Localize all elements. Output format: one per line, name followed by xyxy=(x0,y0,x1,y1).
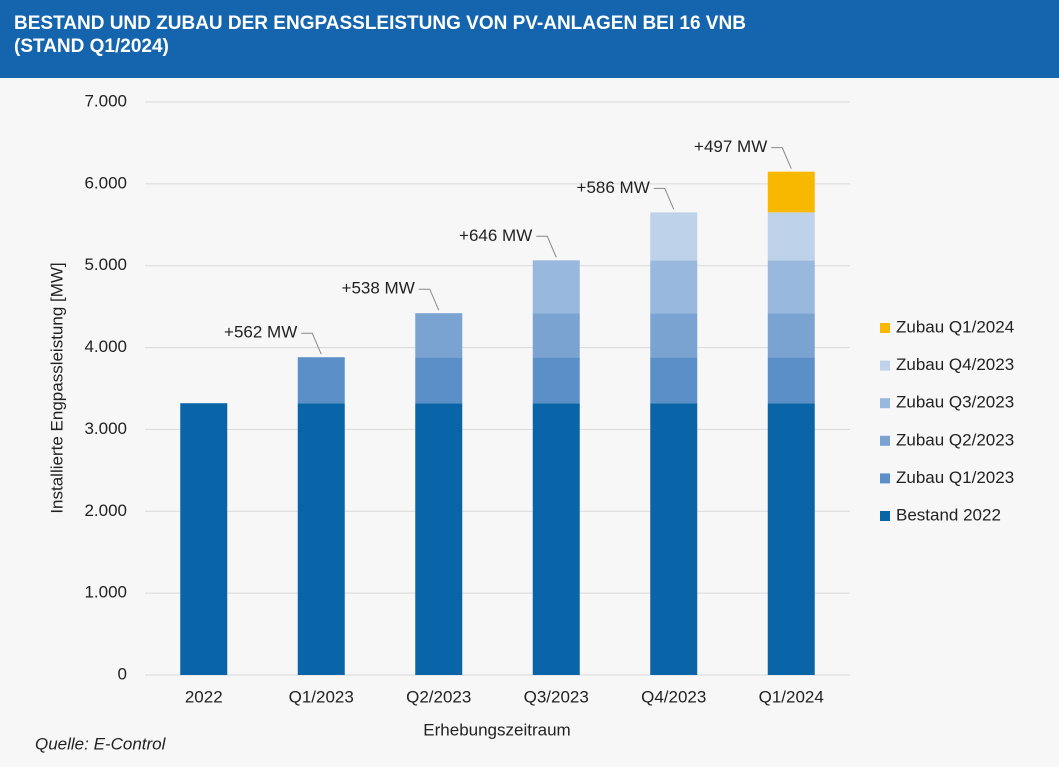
bar-segment xyxy=(767,260,815,314)
y-tick-label: 7.000 xyxy=(84,91,127,110)
y-tick-label: 5.000 xyxy=(84,255,127,274)
y-tick-label: 2.000 xyxy=(84,501,127,520)
data-label: +646 MW xyxy=(459,226,532,245)
y-axis-label: Installierte Engpassleistung [MW] xyxy=(47,262,66,513)
data-label: +586 MW xyxy=(577,178,650,197)
data-label: +562 MW xyxy=(224,323,297,342)
bar-segment xyxy=(650,212,698,261)
x-tick-label: Q4/2023 xyxy=(641,687,706,706)
chart-title: BESTAND UND ZUBAU DER ENGPASSLEISTUNG VO… xyxy=(0,0,1059,78)
label-leader xyxy=(771,147,792,169)
bar-segment xyxy=(180,403,228,675)
bar-segment xyxy=(767,171,815,213)
legend-label: Bestand 2022 xyxy=(896,505,1001,524)
bar-segment xyxy=(650,357,698,404)
data-label: +538 MW xyxy=(342,279,415,298)
bar-segment xyxy=(532,357,580,404)
x-axis-label: Erhebungszeitraum xyxy=(423,720,570,739)
y-tick-label: 1.000 xyxy=(84,583,127,602)
bar-segment xyxy=(767,357,815,404)
label-leader xyxy=(653,187,675,210)
legend-swatch xyxy=(880,323,890,333)
legend-label: Zubau Q2/2023 xyxy=(896,430,1014,449)
y-tick-label: 0 xyxy=(118,664,127,683)
x-tick-label: Q1/2024 xyxy=(759,687,824,706)
legend-swatch xyxy=(880,360,890,371)
bar-segment xyxy=(532,260,580,314)
x-tick-label: Q2/2023 xyxy=(406,687,471,706)
y-tick-label: 4.000 xyxy=(84,337,127,356)
bar-segment xyxy=(650,403,698,675)
label-leader xyxy=(536,235,557,258)
bar-segment xyxy=(297,403,345,675)
bar-segment xyxy=(767,313,815,358)
x-tick-label: Q3/2023 xyxy=(524,687,589,706)
bar-segment xyxy=(415,357,463,404)
label-leader xyxy=(418,288,440,311)
legend-label: Zubau Q1/2023 xyxy=(896,468,1014,487)
bar-segment xyxy=(532,313,580,358)
bar-segment xyxy=(650,313,698,358)
y-tick-label: 6.000 xyxy=(84,173,127,192)
data-label: +497 MW xyxy=(694,137,767,156)
bar-segment xyxy=(415,403,463,675)
bar-segment xyxy=(650,260,698,314)
y-tick-label: 3.000 xyxy=(84,419,127,438)
bar-segment xyxy=(415,313,463,358)
x-tick-label: 2022 xyxy=(185,687,223,706)
bar-segment xyxy=(297,357,345,404)
source: Quelle: E-Control xyxy=(35,734,167,753)
legend-swatch xyxy=(880,473,890,484)
legend-swatch xyxy=(880,398,890,409)
legend-label: Zubau Q4/2023 xyxy=(896,355,1014,374)
bar-segment xyxy=(767,212,815,261)
x-tick-label: Q1/2023 xyxy=(289,687,354,706)
legend-label: Zubau Q1/2024 xyxy=(896,317,1014,336)
legend-swatch xyxy=(880,511,890,521)
bar-segment xyxy=(767,403,815,675)
bar-segment xyxy=(532,403,580,675)
legend-label: Zubau Q3/2023 xyxy=(896,393,1014,412)
label-leader xyxy=(301,332,322,355)
legend-swatch xyxy=(880,435,890,446)
